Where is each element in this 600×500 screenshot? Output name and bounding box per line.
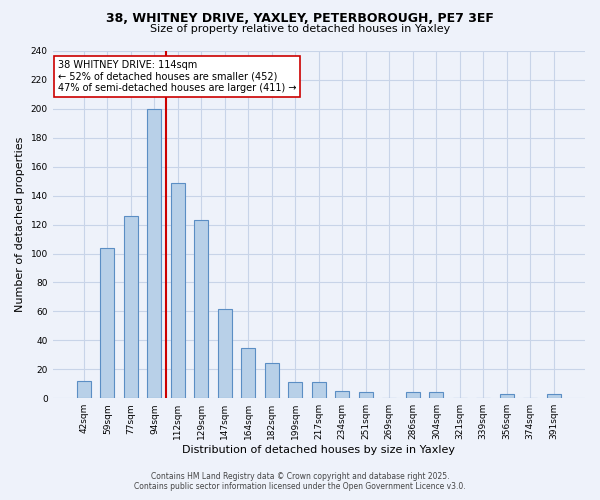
Bar (77, 381, 91, 398)
Bar (335, 391, 349, 398)
Text: Size of property relative to detached houses in Yaxley: Size of property relative to detached ho… (150, 24, 450, 34)
Bar (194, 220, 208, 398)
Y-axis label: Number of detached properties: Number of detached properties (15, 137, 25, 312)
Bar (124, 216, 138, 398)
X-axis label: Distribution of detached houses by size in Yaxley: Distribution of detached houses by size … (182, 445, 455, 455)
Bar (100, 248, 115, 398)
Bar (148, 109, 161, 398)
Bar (171, 182, 185, 398)
Text: 38, WHITNEY DRIVE, YAXLEY, PETERBOROUGH, PE7 3EF: 38, WHITNEY DRIVE, YAXLEY, PETERBOROUGH,… (106, 12, 494, 26)
Bar (359, 392, 373, 398)
Bar (406, 392, 420, 398)
Bar (218, 308, 232, 398)
Bar (312, 382, 326, 398)
Bar (241, 348, 256, 398)
Bar (547, 394, 561, 398)
Bar (265, 364, 279, 398)
Text: 38 WHITNEY DRIVE: 114sqm
← 52% of detached houses are smaller (452)
47% of semi-: 38 WHITNEY DRIVE: 114sqm ← 52% of detach… (58, 60, 296, 93)
Text: Contains HM Land Registry data © Crown copyright and database right 2025.
Contai: Contains HM Land Registry data © Crown c… (134, 472, 466, 491)
Bar (500, 394, 514, 398)
Bar (288, 382, 302, 398)
Bar (429, 392, 443, 398)
